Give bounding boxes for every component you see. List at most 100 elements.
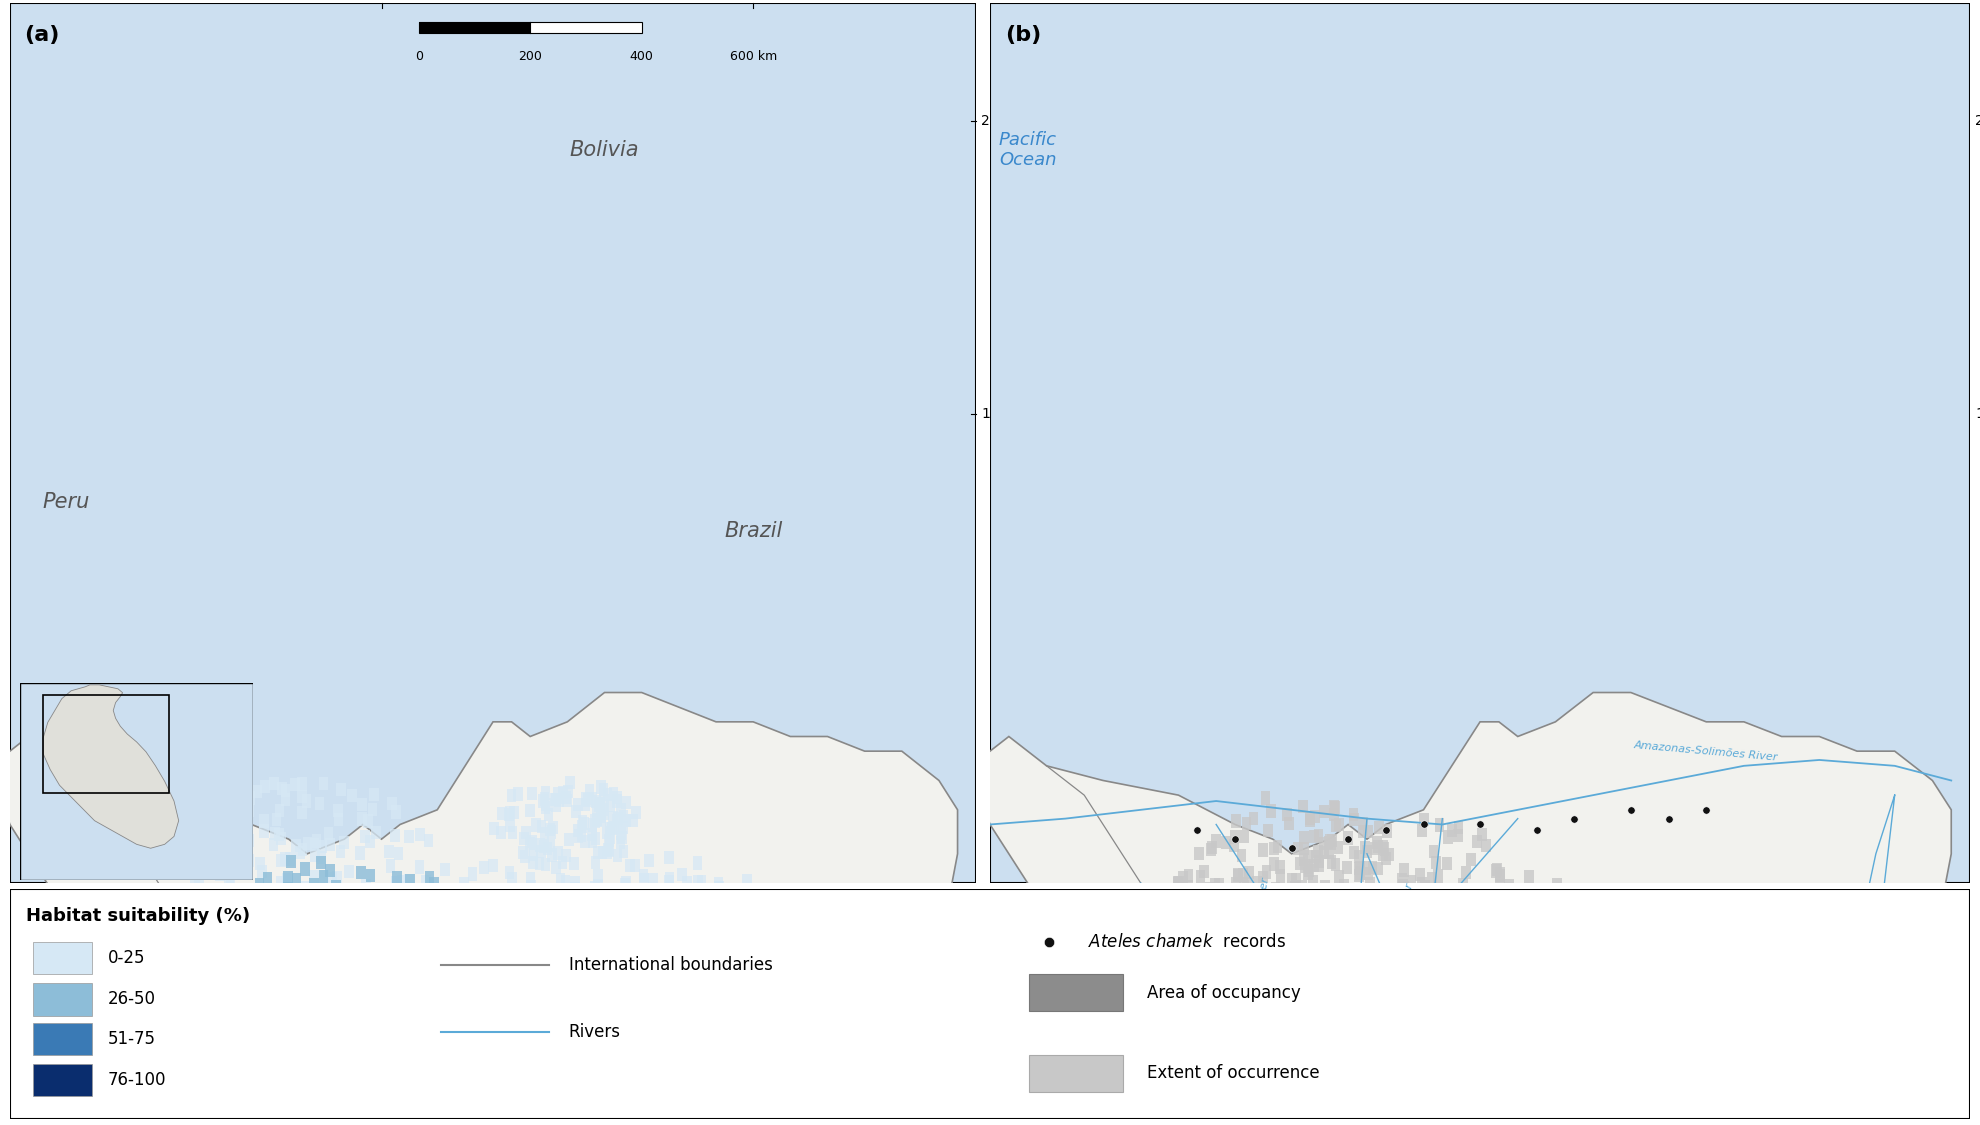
- Text: 400: 400: [630, 51, 653, 63]
- Point: [1445, 1035, 1477, 1053]
- Point: [1596, 947, 1628, 965]
- Bar: [34, 1023, 93, 1055]
- Point: [1691, 801, 1723, 819]
- Point: [1596, 1079, 1628, 1097]
- Point: [1558, 810, 1590, 828]
- Text: Area of occupancy: Area of occupancy: [1146, 983, 1301, 1001]
- Point: [1313, 1020, 1344, 1038]
- Text: (a): (a): [24, 26, 59, 45]
- Point: [1671, 1035, 1703, 1053]
- Point: [1596, 1035, 1628, 1053]
- Point: [1463, 976, 1497, 994]
- Text: Amazonas-Solimões River: Amazonas-Solimões River: [1634, 740, 1778, 763]
- Point: [1521, 1079, 1552, 1097]
- Point: [1634, 1094, 1665, 1112]
- Point: [1295, 903, 1327, 921]
- Point: [1558, 962, 1590, 980]
- Bar: [34, 942, 93, 974]
- Point: [1841, 933, 1873, 951]
- Text: 200: 200: [519, 51, 543, 63]
- Text: 0: 0: [414, 51, 422, 63]
- Point: [1370, 1079, 1402, 1097]
- Text: 600 km: 600 km: [729, 51, 776, 63]
- Point: [1200, 889, 1232, 907]
- Point: [1107, 1050, 1138, 1068]
- Point: [1483, 1094, 1515, 1112]
- Polygon shape: [0, 693, 958, 1125]
- Text: Extent of occurrence: Extent of occurrence: [1146, 1064, 1319, 1082]
- Point: [1671, 1109, 1703, 1125]
- Point: [1709, 1020, 1740, 1038]
- Text: 10°S: 10°S: [1974, 407, 1980, 421]
- Point: [1521, 947, 1552, 965]
- Point: [1125, 1006, 1156, 1024]
- Bar: [418, 22, 642, 33]
- Text: 10°S: 10°S: [980, 407, 1014, 421]
- Point: [1220, 830, 1251, 848]
- Text: Brazil: Brazil: [725, 521, 782, 541]
- Polygon shape: [970, 693, 1950, 1125]
- Point: [1822, 1109, 1853, 1125]
- Text: Habitat suitability (%): Habitat suitability (%): [26, 908, 249, 926]
- Point: [1634, 1020, 1665, 1038]
- Polygon shape: [44, 685, 178, 848]
- Bar: [1030, 1055, 1123, 1091]
- Point: [1275, 1006, 1307, 1024]
- Text: International boundaries: International boundaries: [568, 956, 772, 974]
- Point: [1275, 839, 1307, 857]
- Point: [1350, 947, 1382, 965]
- Point: [1333, 918, 1364, 936]
- Point: [1558, 1020, 1590, 1038]
- Point: [1653, 810, 1685, 828]
- Text: 0-25: 0-25: [107, 950, 145, 966]
- Text: 20°S: 20°S: [1974, 114, 1980, 127]
- Text: Pacific
Ocean: Pacific Ocean: [998, 130, 1057, 170]
- Point: [1182, 821, 1214, 839]
- Bar: [531, 22, 642, 33]
- Point: [1426, 962, 1457, 980]
- Text: Rivers: Rivers: [568, 1023, 620, 1041]
- Text: Javary River: Javary River: [1251, 879, 1273, 946]
- Point: [1558, 1094, 1590, 1112]
- Point: [1408, 1094, 1439, 1112]
- Text: Jutai River: Jutai River: [1392, 883, 1418, 942]
- Point: [1521, 821, 1552, 839]
- Point: [1483, 947, 1515, 965]
- Point: [1463, 816, 1497, 834]
- Point: [1521, 1035, 1552, 1053]
- Text: Peru: Peru: [42, 492, 89, 512]
- Point: [1671, 976, 1703, 994]
- Point: [1370, 1035, 1402, 1053]
- Point: [1370, 821, 1402, 839]
- Point: [1408, 918, 1439, 936]
- Point: [1333, 1094, 1364, 1112]
- Text: 26-50: 26-50: [107, 990, 156, 1008]
- Point: [1333, 830, 1364, 848]
- Bar: [418, 22, 531, 33]
- Point: [1350, 1006, 1382, 1024]
- Text: Bolivia: Bolivia: [570, 140, 640, 160]
- Point: [1295, 1079, 1327, 1097]
- Point: [1408, 816, 1439, 834]
- Point: [1238, 933, 1269, 951]
- Text: Tapajós River: Tapajós River: [1883, 904, 1907, 980]
- Bar: [34, 983, 93, 1016]
- Point: [1388, 933, 1420, 951]
- Point: [1408, 1020, 1439, 1038]
- Point: [1445, 1079, 1477, 1097]
- Text: 20°S: 20°S: [980, 114, 1014, 127]
- Text: 76-100: 76-100: [107, 1071, 166, 1089]
- Point: [1107, 918, 1138, 936]
- Point: [1034, 933, 1065, 951]
- Text: 51-75: 51-75: [107, 1029, 156, 1047]
- Point: [1634, 962, 1665, 980]
- Text: $\it{Ateles\ chamek}$  records: $\it{Ateles\ chamek}$ records: [1089, 933, 1287, 951]
- Bar: [34, 1064, 93, 1096]
- Text: Juruá River: Juruá River: [1366, 898, 1406, 956]
- Text: Ucayali River: Ucayali River: [1137, 963, 1160, 1037]
- Text: (b): (b): [1004, 26, 1041, 45]
- Point: [1483, 1020, 1515, 1038]
- Point: [1616, 801, 1647, 819]
- Bar: [1030, 974, 1123, 1011]
- Bar: [44, 694, 170, 793]
